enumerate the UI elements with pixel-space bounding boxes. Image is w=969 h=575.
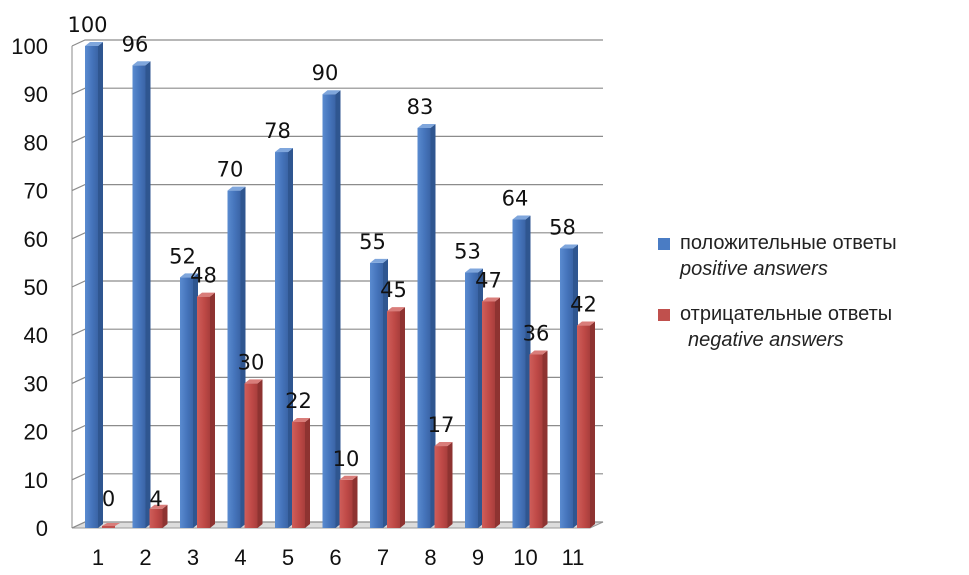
data-label-positive-10: 64 [502, 187, 529, 211]
bar-positive-1 [85, 42, 103, 528]
data-label-negative-3: 48 [190, 264, 217, 288]
x-axis: 1 2 3 4 5 6 7 8 9 10 11 [92, 545, 585, 570]
bar-positive-4 [227, 186, 246, 528]
legend-item-positive: положительные ответы positive answers [658, 232, 968, 281]
data-label-positive-7: 55 [359, 230, 386, 254]
bar-negative-7 [387, 307, 405, 528]
bar-positive-3 [180, 273, 198, 528]
y-tick-label: 40 [24, 323, 48, 348]
legend-label-negative-en: negative answers [688, 329, 844, 351]
gridline [71, 39, 603, 47]
bar-negative-2 [149, 504, 168, 528]
y-tick-label: 80 [24, 130, 48, 155]
x-tick-label: 7 [377, 545, 389, 570]
bar-negative-5 [292, 417, 310, 528]
data-label-negative-5: 22 [285, 389, 312, 413]
data-label-positive-5: 78 [264, 119, 291, 143]
data-label-negative-7: 45 [380, 278, 407, 302]
data-label-positive-11: 58 [549, 215, 576, 239]
bars [85, 42, 595, 529]
bar-negative-1 [102, 523, 120, 528]
y-tick-label: 50 [24, 275, 48, 300]
bar-negative-6 [339, 475, 358, 528]
bar-positive-11 [560, 244, 578, 528]
bar-positive-5 [275, 148, 293, 529]
bar-negative-4 [244, 379, 263, 528]
bar-positive-7 [370, 258, 388, 528]
y-tick-label: 30 [24, 371, 48, 396]
bar-negative-10 [529, 350, 548, 528]
data-label-negative-9: 47 [475, 268, 502, 292]
bar-negative-9 [482, 297, 500, 528]
y-tick-label: 0 [36, 516, 48, 541]
bar-negative-3 [197, 292, 215, 528]
y-tick-label: 100 [11, 34, 48, 59]
data-label-negative-8: 17 [428, 413, 455, 437]
legend-swatch-positive [658, 238, 670, 250]
data-label-positive-6: 90 [312, 61, 339, 85]
data-label-positive-9: 53 [454, 240, 481, 264]
legend-label-negative: отрицательные ответы [680, 303, 893, 325]
data-label-positive-1: 100 [67, 13, 107, 37]
x-tick-label: 6 [329, 545, 341, 570]
legend-item-negative: отрицательные ответы negative answers [658, 303, 968, 352]
bar-positive-10 [512, 215, 531, 528]
y-tick-label: 90 [24, 82, 48, 107]
data-label-negative-6: 10 [333, 447, 360, 471]
bar-positive-8 [417, 123, 436, 528]
legend-swatch-negative [658, 309, 670, 321]
bar-positive-2 [132, 61, 151, 528]
data-label-negative-4: 30 [238, 350, 265, 374]
y-tick-label: 70 [24, 179, 48, 204]
data-label-negative-11: 42 [570, 293, 597, 317]
x-tick-label: 4 [234, 545, 246, 570]
x-tick-label: 11 [562, 545, 585, 570]
x-tick-label: 3 [187, 545, 199, 570]
data-label-negative-2: 4 [149, 487, 162, 511]
x-tick-label: 5 [282, 545, 294, 570]
data-label-positive-2: 96 [122, 32, 149, 56]
legend-label-positive: положительные ответы [680, 232, 897, 254]
y-tick-label: 60 [24, 227, 48, 252]
bar-positive-9 [465, 268, 483, 528]
legend: положительные ответы positive answers от… [658, 232, 968, 374]
bar-positive-6 [322, 90, 341, 528]
data-label-negative-10: 36 [523, 321, 550, 345]
data-label-positive-3: 52 [169, 244, 196, 268]
data-label-negative-1: 0 [102, 487, 115, 511]
bar-negative-8 [434, 442, 453, 528]
y-tick-label: 20 [24, 420, 48, 445]
data-label-positive-8: 83 [407, 95, 434, 119]
x-tick-label: 1 [92, 545, 104, 570]
x-tick-label: 2 [139, 545, 151, 570]
x-tick-label: 9 [472, 545, 484, 570]
y-tick-label: 10 [24, 468, 48, 493]
x-tick-label: 10 [513, 545, 537, 570]
data-label-positive-4: 70 [217, 158, 244, 182]
x-tick-label: 8 [424, 545, 436, 570]
y-axis: 0 10 20 30 40 50 60 70 80 90 100 [11, 34, 48, 541]
legend-label-positive-en: positive answers [680, 258, 828, 280]
bar-negative-11 [577, 321, 595, 528]
